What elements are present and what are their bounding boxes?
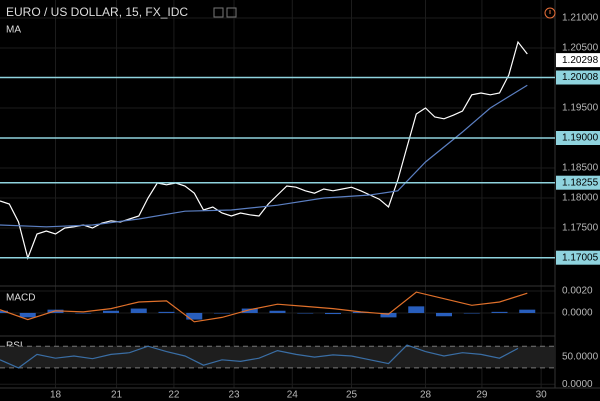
x-tick-label: 30 — [536, 390, 548, 401]
x-tick-label: 25 — [346, 390, 358, 401]
last-price-box — [556, 53, 600, 68]
histogram-bar — [186, 312, 203, 320]
y-tick-label: 1.21000 — [562, 13, 599, 24]
series-line — [0, 291, 528, 323]
level-label: 1.19000 — [562, 133, 599, 144]
histogram-bar — [436, 312, 452, 317]
y-tick-label: 1.20500 — [562, 43, 599, 54]
y-tick-label: 0.0000 — [562, 379, 593, 390]
histogram-bar — [380, 312, 397, 318]
histogram-bar — [130, 308, 147, 313]
histogram-bar — [408, 306, 425, 313]
x-tick-label: 22 — [168, 390, 180, 401]
level-label-box — [556, 175, 600, 190]
histogram-bar — [297, 312, 314, 314]
chart-title: EURO / US DOLLAR, 15, FX_IDC — [6, 5, 188, 19]
histogram-bar — [463, 312, 480, 314]
x-tick-label: 18 — [50, 390, 62, 401]
settings-icon[interactable] — [213, 7, 224, 18]
y-tick-label: 50.0000 — [562, 352, 599, 363]
y-tick-label: 1.19500 — [562, 103, 599, 114]
indicator-label: MA — [6, 25, 21, 36]
alert-icon[interactable] — [544, 7, 556, 19]
series-line — [0, 84, 528, 228]
y-tick-label: 1.18000 — [562, 193, 599, 204]
level-label-box — [556, 250, 600, 265]
indicator-label: MACD — [6, 293, 35, 304]
histogram-bar — [75, 312, 92, 314]
rsi-band — [0, 346, 555, 368]
histogram-bar — [325, 312, 341, 315]
histogram-bar — [0, 310, 8, 313]
level-label: 1.20008 — [562, 72, 599, 83]
indicator-label: RSI — [6, 341, 23, 352]
histogram-bar — [19, 312, 36, 318]
level-label-box — [556, 131, 600, 145]
histogram-bar — [103, 310, 119, 313]
series-line — [0, 40, 528, 260]
histogram-bar — [158, 311, 175, 313]
histogram-bar — [519, 309, 536, 313]
last-price-label: 1.20298 — [562, 55, 599, 66]
y-tick-label: 0.0000 — [562, 308, 593, 319]
level-label: 1.17005 — [562, 252, 599, 263]
level-label: 1.18255 — [562, 177, 599, 188]
y-tick-label: 1.18500 — [562, 163, 599, 174]
histogram-bar — [269, 310, 286, 313]
x-tick-label: 24 — [287, 390, 299, 401]
histogram-bar — [491, 311, 508, 313]
y-tick-label: 0.0020 — [562, 286, 593, 297]
histogram-bar — [241, 308, 258, 313]
y-tick-label: 1.17500 — [562, 223, 599, 234]
histogram-bar — [214, 312, 230, 314]
x-tick-label: 28 — [420, 390, 432, 401]
level-label-box — [556, 70, 600, 85]
x-tick-label: 21 — [111, 390, 123, 401]
series-line — [0, 344, 519, 369]
x-tick-label: 29 — [476, 390, 488, 401]
x-tick-label: 23 — [228, 390, 240, 401]
hide-icon[interactable] — [226, 7, 237, 18]
